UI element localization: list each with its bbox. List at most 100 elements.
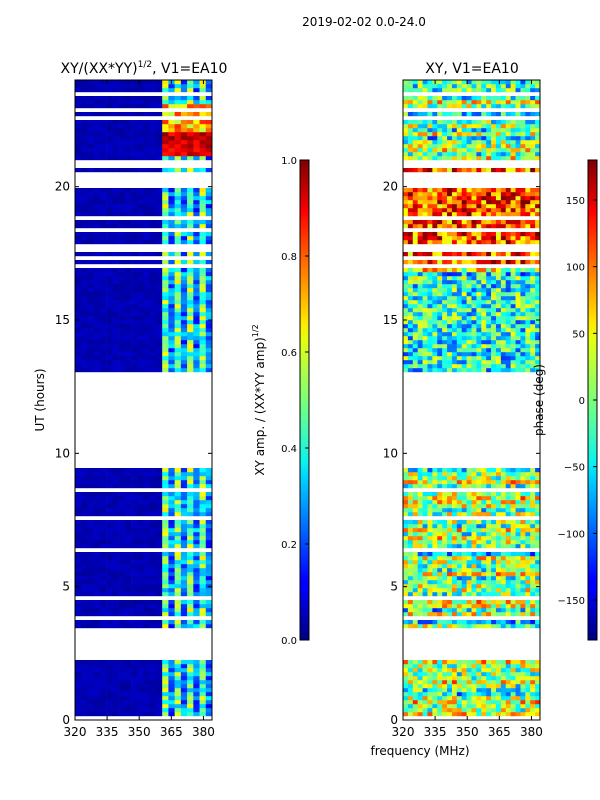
amplitude-cell [87,500,94,505]
amplitude-cell [174,144,182,149]
phase-cell [447,336,453,341]
phase-cell [486,480,492,485]
amplitude-cell [193,168,200,173]
amplitude-cell [106,580,113,585]
amplitude-cell [87,192,94,197]
phase-cell [412,672,418,677]
amplitude-cell [187,496,194,501]
phase-cell [486,680,492,685]
amplitude-cell [131,672,138,677]
phase-cell [422,592,428,597]
amplitude-cell [162,624,169,629]
phase-cell [461,324,467,329]
phase-cell [417,324,423,329]
phase-cell [510,680,516,685]
amplitude-cell [131,128,138,133]
phase-cell [476,556,482,561]
amplitude-cell [143,568,151,573]
amplitude-cell [180,660,188,665]
phase-cell [427,212,433,217]
phase-cell [412,208,418,213]
phase-cell [481,604,487,609]
phase-cell [466,708,472,713]
phase-cell [437,604,443,609]
amplitude-cell [112,240,119,245]
phase-cell [520,332,526,337]
phase-cell [427,252,433,257]
amplitude-cell [187,232,194,237]
amplitude-cell [187,312,194,317]
phase-cell [466,560,472,565]
amplitude-cell [118,112,126,117]
phase-cell [447,528,453,533]
phase-cell [515,500,521,505]
phase-cell [486,612,492,617]
amplitude-cell [87,600,94,605]
phase-cell [461,604,467,609]
phase-cell [491,340,497,345]
amplitude-cell [99,208,107,213]
phase-cell [530,540,536,545]
phase-cell [417,220,423,225]
phase-cell [486,552,492,557]
amplitude-cell [112,568,119,573]
amplitude-cell [193,528,200,533]
phase-cell [481,688,487,693]
amplitude-cell [87,276,94,281]
phase-cell [481,504,487,509]
amplitude-cell [112,532,119,537]
phase-cell [451,508,458,513]
phase-cell [510,688,516,693]
phase-cell [427,568,433,573]
phase-cell [491,528,497,533]
amplitude-cell [118,584,126,589]
phase-cell [442,500,448,505]
phase-cell [505,284,511,289]
phase-cell [510,496,516,501]
phase-cell [427,232,433,237]
amplitude-cell [143,196,151,201]
phase-cell [427,304,433,309]
phase-cell [481,240,487,245]
phase-cell [407,604,414,609]
phase-cell [407,496,414,501]
amplitude-cell [75,664,82,669]
amplitude-cell [81,280,88,285]
amplitude-cell [131,104,138,109]
amplitude-cell [149,304,157,309]
colorbar-tick-label: 0.8 [281,252,297,263]
phase-cell [471,252,477,257]
phase-cell [530,684,536,689]
phase-cell [530,196,536,201]
phase-cell [520,168,526,173]
amplitude-cell [187,124,194,129]
phase-cell [535,688,541,693]
phase-cell [535,472,541,477]
phase-cell [412,276,418,281]
amplitude-cell [205,204,213,209]
phase-cell [515,700,521,705]
phase-cell [442,552,448,557]
amplitude-cell [81,276,88,281]
phase-cell [432,344,438,349]
phase-cell [471,624,477,629]
amplitude-cell [75,292,82,297]
amplitude-cell [112,188,119,193]
amplitude-cell [193,664,200,669]
amplitude-cell [112,88,119,93]
phase-cell [437,260,443,265]
phase-cell [505,680,511,685]
phase-cell [530,588,536,593]
phase-cell [481,528,487,533]
amplitude-cell [193,600,200,605]
amplitude-cell [155,500,163,505]
amplitude-cell [118,252,126,257]
amplitude-cell [193,240,200,245]
phase-cell [530,500,536,505]
amplitude-cell [99,364,107,369]
amplitude-cell [187,168,194,173]
phase-cell [461,544,467,549]
phase-cell [456,168,463,173]
amplitude-cell [106,344,113,349]
amplitude-cell [162,692,169,697]
